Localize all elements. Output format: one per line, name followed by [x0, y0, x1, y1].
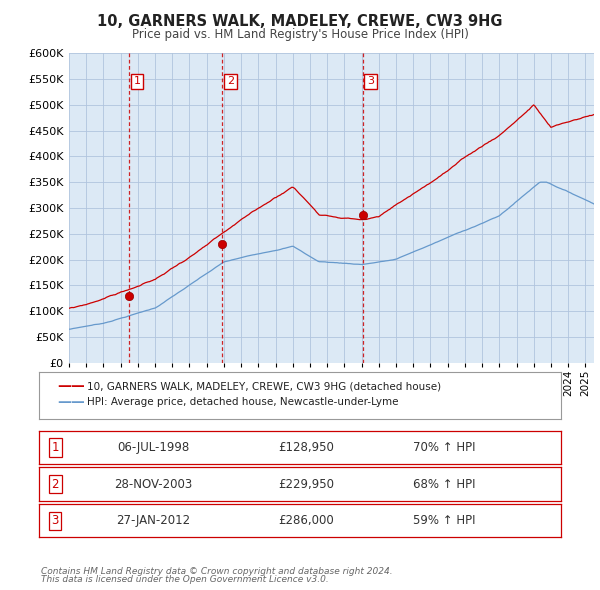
Text: Contains HM Land Registry data © Crown copyright and database right 2024.: Contains HM Land Registry data © Crown c…: [41, 567, 392, 576]
Text: ——: ——: [57, 395, 85, 409]
Text: 28-NOV-2003: 28-NOV-2003: [114, 477, 192, 491]
Text: HPI: Average price, detached house, Newcastle-under-Lyme: HPI: Average price, detached house, Newc…: [87, 398, 398, 407]
Text: 70% ↑ HPI: 70% ↑ HPI: [413, 441, 475, 454]
Text: 59% ↑ HPI: 59% ↑ HPI: [413, 514, 475, 527]
Text: ——: ——: [57, 379, 85, 394]
Text: 3: 3: [367, 76, 374, 86]
Text: 68% ↑ HPI: 68% ↑ HPI: [413, 477, 475, 491]
Text: 2: 2: [227, 76, 234, 86]
Text: 06-JUL-1998: 06-JUL-1998: [117, 441, 189, 454]
Text: 10, GARNERS WALK, MADELEY, CREWE, CW3 9HG: 10, GARNERS WALK, MADELEY, CREWE, CW3 9H…: [97, 14, 503, 28]
Text: £229,950: £229,950: [278, 477, 334, 491]
Text: £286,000: £286,000: [278, 514, 334, 527]
Text: 10, GARNERS WALK, MADELEY, CREWE, CW3 9HG (detached house): 10, GARNERS WALK, MADELEY, CREWE, CW3 9H…: [87, 382, 441, 391]
Text: Price paid vs. HM Land Registry's House Price Index (HPI): Price paid vs. HM Land Registry's House …: [131, 28, 469, 41]
Text: This data is licensed under the Open Government Licence v3.0.: This data is licensed under the Open Gov…: [41, 575, 329, 584]
Text: £128,950: £128,950: [278, 441, 334, 454]
Text: 27-JAN-2012: 27-JAN-2012: [116, 514, 190, 527]
Text: 1: 1: [52, 441, 59, 454]
Text: 1: 1: [134, 76, 141, 86]
Text: 2: 2: [52, 477, 59, 491]
Text: 3: 3: [52, 514, 59, 527]
